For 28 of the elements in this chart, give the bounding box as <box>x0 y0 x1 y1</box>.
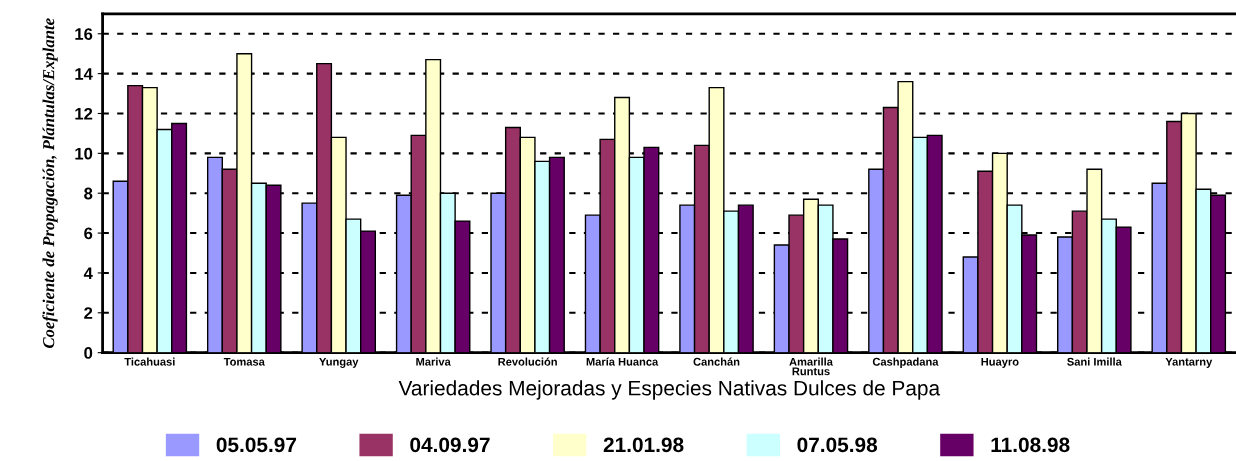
y-tick-label: 8 <box>84 187 93 200</box>
x-axis-title: Variedades Mejoradas y Especies Nativas Dulces de Papa <box>398 380 941 400</box>
y-tick-label: 14 <box>75 68 93 80</box>
x-tick-label: Yungay <box>319 357 359 368</box>
y-tick-label: 10 <box>75 147 93 160</box>
x-tick-label: Amarilla Runtus <box>789 357 833 376</box>
y-tick-label: 12 <box>75 107 93 120</box>
y-tick-label: 6 <box>84 227 93 240</box>
x-tick-label: Cashpadana <box>872 357 939 368</box>
y-tick-label: 0 <box>84 347 93 359</box>
x-tick-label: Canchán <box>693 357 740 366</box>
x-tick-label: Huayro <box>981 357 1019 368</box>
legend-label: 05.05.97 <box>216 437 297 453</box>
y-tick-label: 16 <box>75 28 93 40</box>
y-axis-title: Coeficiente de Propagación, Plántulas/Explante <box>42 18 58 348</box>
legend-label: 11.08.98 <box>991 437 1070 453</box>
y-tick-label: 4 <box>83 267 93 279</box>
x-tick-label: Yantarny <box>1165 357 1213 368</box>
legend-label: 07.05.98 <box>797 437 878 453</box>
x-tick-label: María Huanca <box>586 357 659 366</box>
x-tick-label: Sani Imilla <box>1067 357 1122 366</box>
x-tick-label: Ticahuasi <box>124 357 175 366</box>
legend-label: 21.01.98 <box>603 437 684 453</box>
y-tick-label: 2 <box>84 307 93 319</box>
x-tick-label: Revolución <box>498 357 557 366</box>
x-tick-label: Tomasa <box>223 357 265 366</box>
legend-label: 04.09.97 <box>410 437 490 453</box>
x-tick-label: Mariva <box>416 357 451 366</box>
